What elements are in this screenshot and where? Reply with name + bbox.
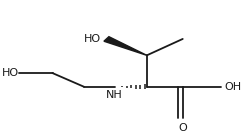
Text: HO: HO — [84, 34, 101, 44]
Text: HO: HO — [2, 68, 19, 78]
Text: O: O — [178, 123, 187, 133]
Polygon shape — [104, 37, 147, 55]
Text: NH: NH — [106, 90, 123, 100]
Text: OH: OH — [224, 82, 241, 92]
